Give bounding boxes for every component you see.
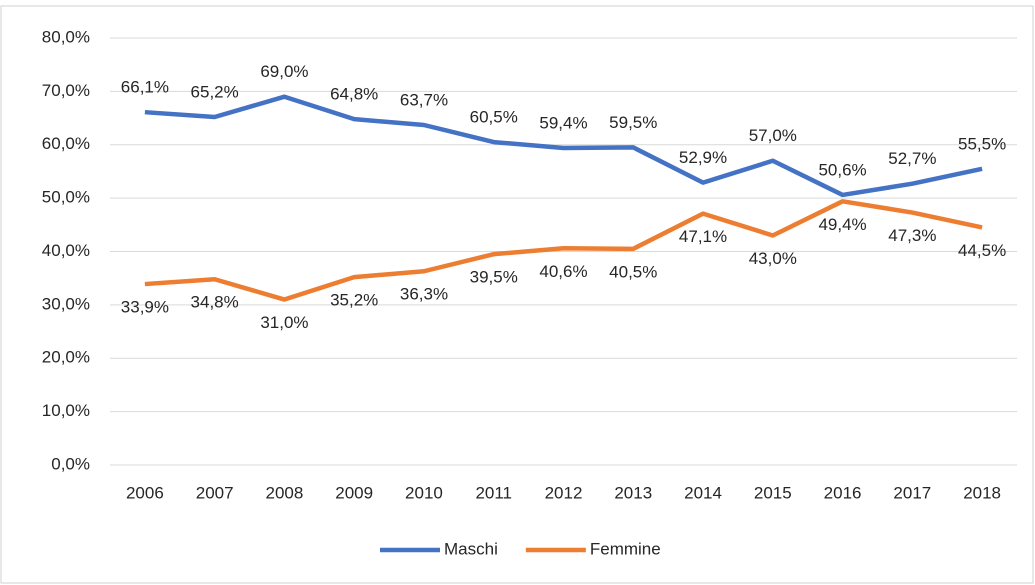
- data-label: 64,8%: [330, 85, 378, 104]
- data-label: 59,5%: [609, 113, 657, 132]
- x-tick-label: 2008: [266, 483, 304, 502]
- x-tick-label: 2015: [754, 483, 792, 502]
- y-tick-label: 70,0%: [42, 81, 90, 100]
- data-label: 63,7%: [400, 90, 448, 109]
- legend-label: Maschi: [444, 539, 498, 558]
- x-tick-label: 2012: [545, 483, 583, 502]
- x-tick-label: 2009: [335, 483, 373, 502]
- data-label: 40,6%: [539, 262, 587, 281]
- y-tick-label: 40,0%: [42, 241, 90, 260]
- y-tick-label: 30,0%: [42, 294, 90, 313]
- data-label: 52,9%: [679, 148, 727, 167]
- series-line: [144, 94, 983, 198]
- data-label: 69,0%: [260, 62, 308, 81]
- x-tick-label: 2011: [475, 483, 512, 502]
- x-tick-label: 2016: [824, 483, 862, 502]
- x-tick-label: 2014: [684, 483, 722, 502]
- data-label: 60,5%: [470, 108, 518, 127]
- data-label: 31,0%: [260, 313, 308, 332]
- data-label: 52,7%: [888, 149, 936, 168]
- data-label: 55,5%: [958, 134, 1006, 153]
- data-label: 39,5%: [470, 268, 518, 287]
- data-label: 59,4%: [539, 113, 587, 132]
- data-label: 43,0%: [749, 249, 797, 268]
- y-tick-label: 50,0%: [42, 188, 90, 207]
- y-tick-label: 80,0%: [42, 27, 90, 46]
- legend-label: Femmine: [590, 539, 661, 558]
- data-label: 65,2%: [191, 82, 239, 101]
- data-label: 47,3%: [888, 226, 936, 245]
- x-tick-label: 2010: [405, 483, 443, 502]
- data-label: 50,6%: [818, 160, 866, 179]
- data-label: 57,0%: [749, 126, 797, 145]
- x-tick-label: 2017: [893, 483, 931, 502]
- y-tick-label: 0,0%: [51, 454, 90, 473]
- data-label: 33,9%: [121, 298, 169, 317]
- data-label: 40,5%: [609, 262, 657, 281]
- data-label: 66,1%: [121, 78, 169, 97]
- data-label: 34,8%: [191, 293, 239, 312]
- data-label: 36,3%: [400, 285, 448, 304]
- data-label: 49,4%: [818, 215, 866, 234]
- data-label: 44,5%: [958, 241, 1006, 260]
- chart-border: [0, 5, 1034, 584]
- x-tick-label: 2018: [963, 483, 1001, 502]
- y-tick-label: 20,0%: [42, 348, 90, 367]
- y-tick-label: 10,0%: [42, 401, 90, 420]
- x-tick-label: 2013: [614, 483, 652, 502]
- x-tick-label: 2007: [196, 483, 234, 502]
- data-label: 47,1%: [679, 227, 727, 246]
- x-tick-label: 2006: [126, 483, 164, 502]
- data-label: 35,2%: [330, 291, 378, 310]
- y-tick-label: 60,0%: [42, 134, 90, 153]
- series-line: [144, 199, 983, 302]
